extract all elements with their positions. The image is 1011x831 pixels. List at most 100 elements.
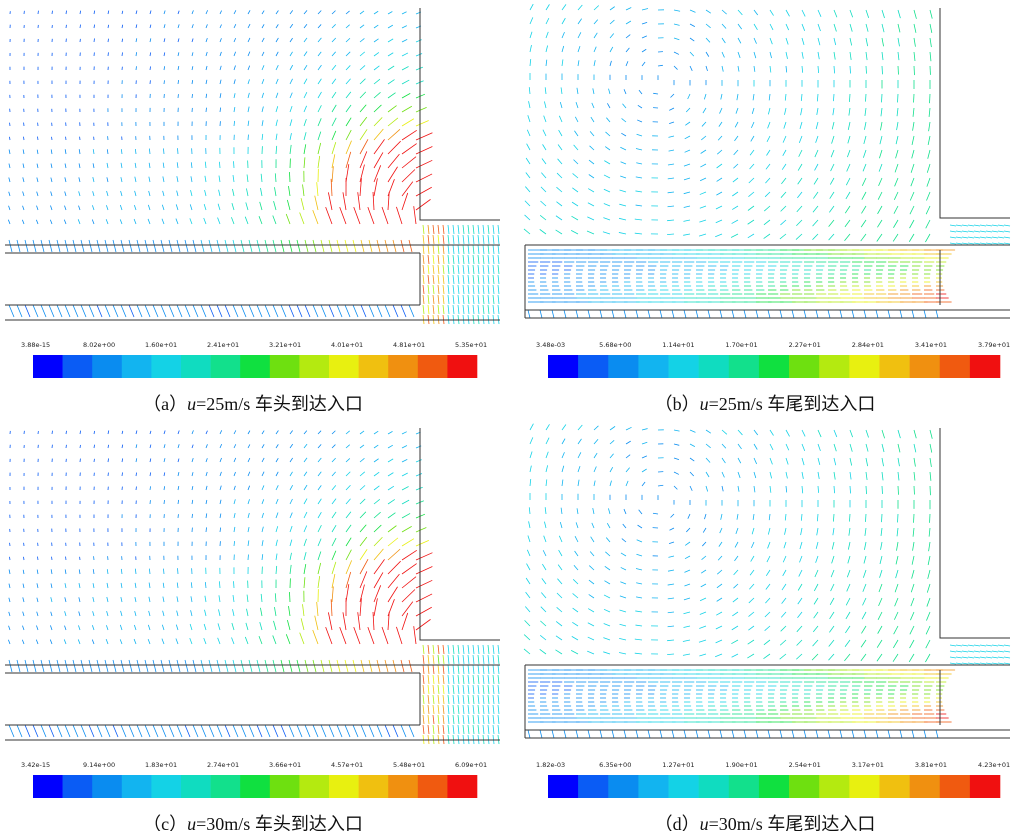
vector — [427, 234, 430, 245]
vector — [296, 239, 301, 253]
vector — [432, 244, 435, 255]
vector — [991, 242, 999, 245]
vector — [497, 224, 500, 235]
vector — [401, 499, 410, 505]
vector — [482, 244, 485, 255]
vector — [910, 583, 915, 593]
vector — [342, 612, 347, 631]
vector — [50, 205, 53, 211]
vector — [134, 582, 137, 589]
vector — [359, 51, 366, 57]
vector — [699, 611, 707, 615]
vector — [817, 457, 821, 465]
vector — [415, 146, 433, 155]
caption-label: （a） — [143, 394, 187, 414]
vector — [699, 597, 707, 602]
vector — [862, 569, 867, 578]
vector — [128, 239, 133, 253]
vector — [830, 149, 835, 158]
vector — [910, 611, 915, 621]
colorbar-label: 5.48e+01 — [393, 761, 425, 769]
vector — [437, 244, 440, 255]
vector — [345, 10, 350, 15]
vector — [701, 135, 707, 141]
vector — [247, 430, 251, 435]
vector — [51, 10, 53, 15]
vector — [526, 143, 531, 151]
vector — [422, 234, 425, 245]
vector — [767, 541, 771, 549]
vector — [280, 304, 287, 318]
vector — [56, 239, 61, 253]
vector — [828, 653, 835, 661]
caption-text: =25m/s 车尾到达入口 — [709, 394, 876, 414]
vector — [609, 6, 615, 11]
vector — [191, 52, 194, 57]
vector — [477, 234, 480, 245]
vector — [839, 729, 843, 739]
vector — [442, 304, 445, 315]
vector — [121, 38, 123, 43]
vector — [427, 704, 430, 715]
vector — [782, 569, 787, 577]
vector — [162, 162, 165, 169]
vector — [288, 606, 291, 617]
vector — [64, 724, 71, 738]
vector — [817, 37, 821, 46]
colorbar-segment — [608, 775, 639, 798]
vector — [657, 64, 663, 67]
vector — [261, 471, 265, 477]
vector — [317, 78, 322, 85]
vector — [447, 254, 450, 265]
vector — [387, 11, 393, 15]
vector — [477, 664, 480, 675]
vector — [272, 635, 277, 645]
vector — [373, 38, 379, 43]
vector — [477, 304, 480, 315]
vector — [865, 443, 869, 452]
vector — [9, 556, 11, 561]
vector — [256, 659, 261, 673]
vector — [163, 458, 166, 463]
vector — [149, 52, 152, 57]
vector — [400, 724, 407, 738]
vector — [7, 639, 11, 645]
vector — [572, 593, 579, 599]
vector — [561, 438, 566, 445]
vector — [216, 659, 221, 673]
vector — [955, 644, 963, 647]
vector — [561, 452, 565, 459]
vector — [935, 729, 939, 739]
colorbar-segment — [151, 775, 182, 798]
vector — [40, 724, 47, 738]
vector — [539, 729, 543, 739]
vector — [303, 132, 307, 141]
vector — [575, 309, 579, 319]
vector — [359, 471, 366, 477]
vector — [289, 92, 293, 99]
colorbar-segment — [969, 355, 1001, 378]
vector — [563, 309, 567, 319]
colorbar-segment — [447, 355, 478, 378]
vector — [472, 724, 475, 735]
vector — [331, 485, 337, 491]
vector — [833, 9, 838, 18]
vector — [289, 23, 294, 29]
vector — [373, 178, 378, 197]
colorbar-label: 8.02e+00 — [83, 341, 115, 349]
vector — [784, 107, 787, 115]
vector — [928, 121, 931, 132]
colorbar-segment — [668, 775, 699, 798]
vector — [78, 583, 81, 589]
vector — [233, 457, 237, 463]
vector — [452, 254, 455, 265]
vector — [432, 684, 435, 695]
colorbar-segment — [608, 355, 639, 378]
vector — [261, 92, 265, 99]
vector — [618, 652, 627, 655]
vector — [312, 629, 319, 645]
vector — [219, 430, 223, 435]
vector — [753, 443, 758, 450]
vector — [359, 559, 369, 575]
vector — [908, 653, 915, 663]
